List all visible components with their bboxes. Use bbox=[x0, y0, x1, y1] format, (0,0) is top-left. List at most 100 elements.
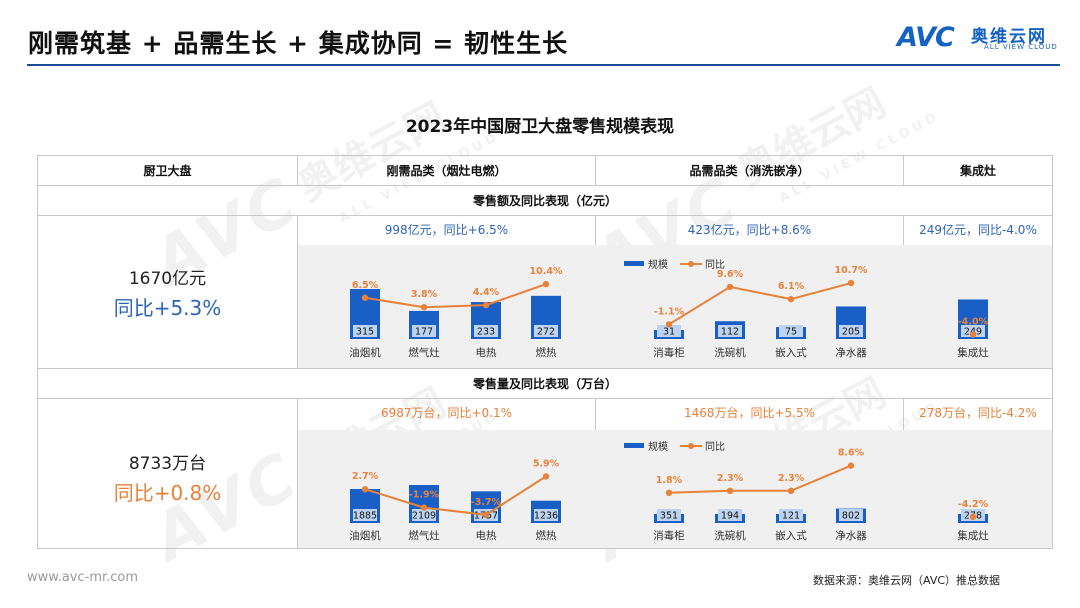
yoy-label: -4.0% bbox=[958, 317, 989, 328]
bar-label-bg bbox=[353, 325, 377, 337]
yoy-label: 2.7% bbox=[352, 471, 379, 482]
bar-value-label: 233 bbox=[477, 327, 495, 338]
table-col-rule bbox=[903, 215, 904, 245]
sales-summary-rigid: 998亿元，同比+6.5% bbox=[384, 223, 509, 237]
category-label: 净水器 bbox=[835, 529, 867, 542]
yoy-label: -4.2% bbox=[958, 499, 989, 510]
header-cell-total: 厨卫大盘 bbox=[143, 164, 192, 178]
yoy-line-sales bbox=[668, 282, 852, 326]
yoy-point bbox=[726, 283, 734, 291]
sales-summary-upgrade: 423亿元，同比+8.6% bbox=[687, 223, 812, 237]
bar-value-label: 1236 bbox=[534, 511, 558, 522]
category-label: 消毒柜 bbox=[653, 346, 685, 359]
bar-label-bg bbox=[474, 325, 498, 337]
chart-title: 2023年中国厨卫大盘零售规模表现 bbox=[405, 117, 675, 137]
volume-total-yoy: 同比+0.8% bbox=[113, 481, 222, 505]
category-label: 燃热 bbox=[536, 529, 557, 542]
yoy-line-sales bbox=[364, 283, 547, 309]
volume-legend: 规模 同比 bbox=[624, 440, 725, 453]
bar-label-bg bbox=[534, 509, 558, 521]
bar-value-label: 315 bbox=[356, 327, 374, 338]
header-cell-integrated: 集成灶 bbox=[959, 164, 996, 178]
sales-legend: 规模 同比 bbox=[624, 258, 725, 271]
footer-source: 数据来源：奥维云网（AVC）推总数据 bbox=[813, 574, 1001, 587]
bar-value-label: 351 bbox=[660, 511, 678, 522]
yoy-point bbox=[420, 504, 428, 511]
legend-yoy-marker bbox=[688, 443, 694, 449]
avc-logo: AVC 奥维云网 ALL VIEW CLOUD bbox=[897, 22, 1062, 56]
bar-value-label: 112 bbox=[721, 327, 739, 338]
yoy-point bbox=[969, 331, 977, 338]
category-label: 嵌入式 bbox=[775, 346, 807, 359]
sales-total-value: 1670亿元 bbox=[128, 269, 207, 289]
bar-value-label: 2109 bbox=[412, 511, 436, 522]
yoy-point bbox=[542, 473, 550, 480]
section-volume-title: 零售量及同比表现（万台） bbox=[472, 377, 617, 391]
table-col-rule bbox=[297, 215, 298, 368]
sales-total-yoy: 同比+5.3% bbox=[113, 296, 222, 320]
category-label: 嵌入式 bbox=[775, 529, 807, 542]
table-rule bbox=[37, 215, 1053, 216]
yoy-point bbox=[420, 304, 428, 311]
table-rule bbox=[37, 368, 1053, 369]
yoy-line-volume bbox=[364, 475, 547, 516]
bar-label-bg bbox=[657, 509, 681, 521]
table-col-rule bbox=[297, 155, 298, 185]
bar-value-label: 272 bbox=[537, 327, 555, 338]
volume-summary-upgrade: 1468万台，同比+5.5% bbox=[683, 406, 816, 420]
table-border-top bbox=[37, 155, 1053, 156]
yoy-label: -1.1% bbox=[654, 306, 685, 317]
bar-value-label: 75 bbox=[785, 327, 797, 338]
bar-label-bg bbox=[718, 325, 742, 337]
bar-value-label: 121 bbox=[782, 511, 800, 522]
category-label: 燃热 bbox=[536, 346, 557, 359]
volume-summary-integrated: 278万台，同比-4.2% bbox=[919, 406, 1037, 420]
header-divider bbox=[27, 64, 1060, 66]
legend-scale-label: 规模 bbox=[648, 258, 668, 271]
legend-yoy-label: 同比 bbox=[705, 441, 725, 453]
yoy-point bbox=[482, 511, 490, 518]
yoy-point bbox=[847, 462, 855, 469]
bar-label-bg bbox=[718, 509, 742, 521]
logo-cn: 奥维云网 bbox=[971, 27, 1047, 47]
yoy-point bbox=[361, 486, 369, 493]
volume-total-value: 8733万台 bbox=[128, 454, 207, 474]
yoy-label: 6.1% bbox=[778, 281, 805, 292]
category-label: 燃气灶 bbox=[408, 346, 440, 359]
bar-label-bg bbox=[839, 509, 863, 521]
page-title: 刚需筑基 + 品需生长 + 集成协同 = 韧性生长 bbox=[28, 29, 569, 58]
header-cell-upgrade: 品需品类（消洗嵌净） bbox=[689, 164, 810, 178]
footer-url[interactable]: www.avc-mr.com bbox=[27, 570, 139, 585]
category-label: 消毒柜 bbox=[653, 529, 685, 542]
category-label: 电热 bbox=[476, 346, 497, 359]
yoy-label: 8.6% bbox=[838, 448, 865, 459]
yoy-label: 5.9% bbox=[533, 458, 560, 469]
bar-label-bg bbox=[534, 325, 558, 337]
bar-label-bg bbox=[657, 325, 681, 337]
yoy-point bbox=[361, 294, 369, 301]
yoy-label: 4.4% bbox=[473, 287, 500, 298]
table-rule bbox=[37, 398, 1053, 399]
bar-label-bg bbox=[779, 509, 803, 521]
legend-yoy-label: 同比 bbox=[705, 259, 725, 271]
table-col-rule bbox=[595, 398, 596, 430]
bar-value-label: 802 bbox=[842, 511, 860, 522]
header-cell-rigid: 刚需品类（烟灶电燃） bbox=[386, 164, 507, 178]
yoy-label: 1.8% bbox=[656, 475, 683, 486]
bar-value-label: 31 bbox=[663, 327, 675, 338]
yoy-point bbox=[665, 489, 673, 496]
legend-scale-swatch bbox=[624, 261, 644, 266]
yoy-point bbox=[482, 301, 490, 309]
yoy-label: -1.9% bbox=[409, 490, 440, 501]
bar-label-bg bbox=[839, 325, 863, 337]
volume-summary-rigid: 6987万台，同比+0.1% bbox=[380, 406, 513, 420]
yoy-label: 10.4% bbox=[530, 266, 563, 277]
bar-label-bg bbox=[961, 325, 985, 337]
bar-label-bg bbox=[412, 509, 436, 521]
yoy-point bbox=[969, 513, 977, 520]
yoy-label: -3.7% bbox=[471, 497, 502, 508]
bar-value-label: 177 bbox=[415, 327, 433, 338]
category-label: 油烟机 bbox=[349, 346, 381, 359]
table-col-rule bbox=[297, 398, 298, 548]
